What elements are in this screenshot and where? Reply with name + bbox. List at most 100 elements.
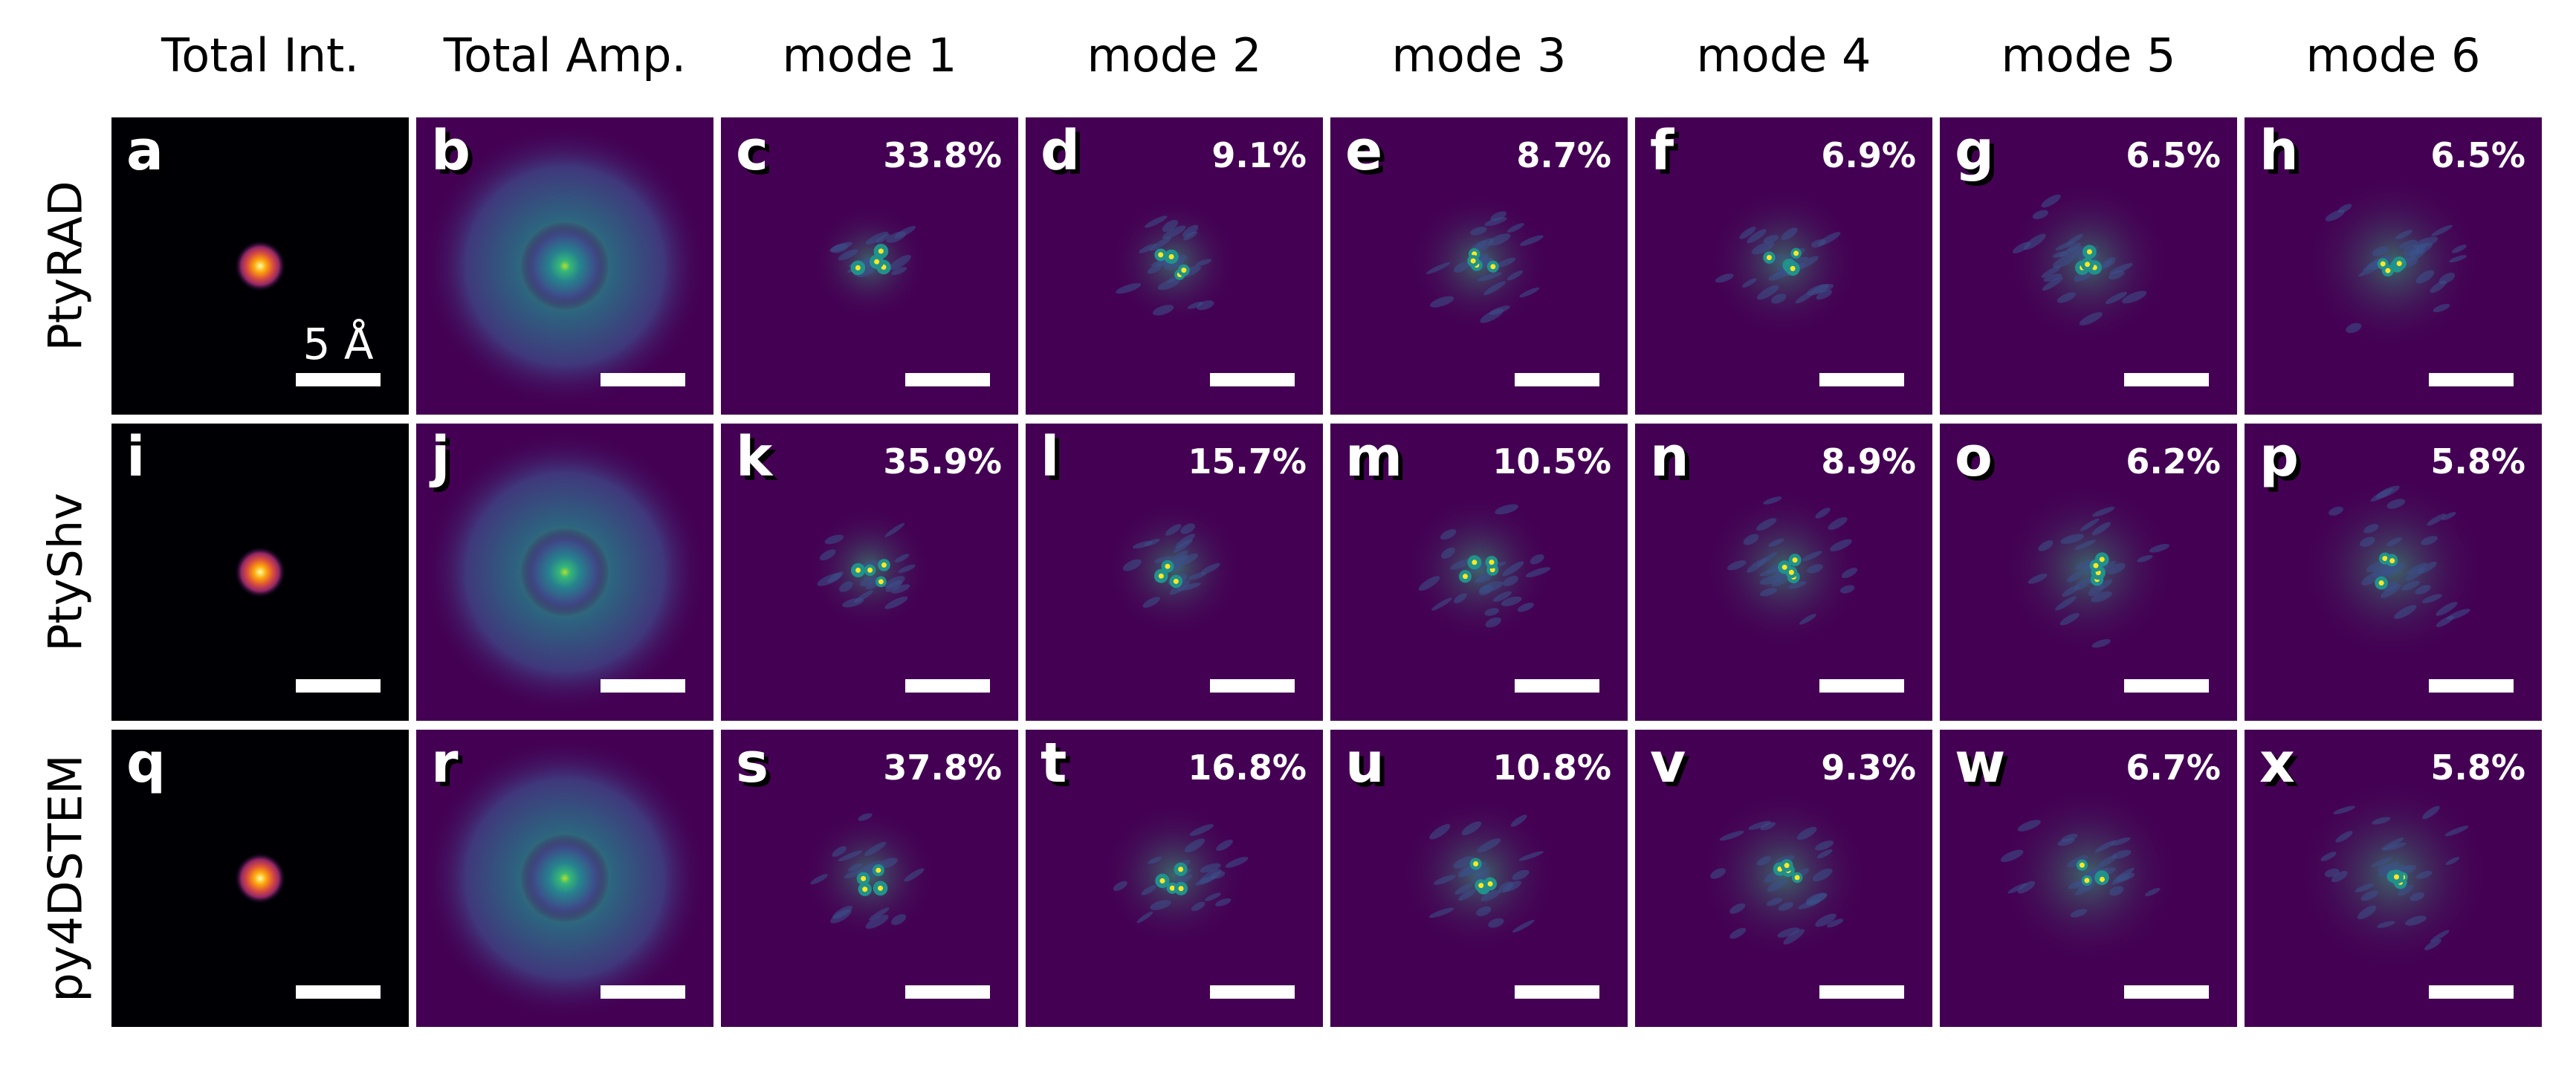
scale-bar <box>1515 679 1599 693</box>
fringe-pattern <box>2012 194 2147 325</box>
mode-weight-percent: 6.5% <box>2430 135 2525 175</box>
image-panel-mode: o 6.2% <box>1940 424 2237 721</box>
panel-letter: d <box>1041 119 1080 183</box>
scale-bar <box>2429 985 2514 999</box>
mode-weight-percent: 10.5% <box>1492 441 1611 482</box>
probe-spot <box>235 853 285 904</box>
probe-spot <box>520 834 609 923</box>
fringe-pattern <box>1428 814 1544 933</box>
column-header: mode 2 <box>1087 28 1262 82</box>
panel-letter: t <box>1041 731 1067 795</box>
image-panel-mode: x 5.8% <box>2245 730 2542 1027</box>
image-panel-mode: f 6.9% <box>1635 117 1932 415</box>
column-header: Total Amp. <box>443 28 687 82</box>
scale-bar <box>2124 373 2209 386</box>
probe-image <box>416 117 713 415</box>
probe-image <box>416 730 713 1027</box>
scale-bar <box>1210 679 1295 693</box>
column-header: mode 4 <box>1696 28 1871 82</box>
mode-weight-percent: 33.8% <box>883 135 1002 175</box>
probe-image <box>1026 424 1323 721</box>
column-header: mode 1 <box>782 28 957 82</box>
column-header: Total Int. <box>161 28 360 82</box>
mode-weight-percent: 6.7% <box>2126 748 2221 788</box>
panel-letter: h <box>2259 119 2299 183</box>
image-panel-intensity: a 5 Å <box>111 117 409 415</box>
image-panel-mode: d 9.1% <box>1026 117 1323 415</box>
panel-letter: f <box>1650 119 1674 183</box>
fringe-pattern <box>829 226 916 278</box>
scale-bar <box>1819 679 1904 693</box>
mode-weight-percent: 37.8% <box>883 748 1002 788</box>
scale-bar <box>1819 373 1904 386</box>
mode-weight-percent: 5.8% <box>2430 748 2525 788</box>
fringe-pattern <box>1418 504 1551 628</box>
image-panel-amplitude: b <box>416 117 713 415</box>
image-panel-mode: u 10.8% <box>1330 730 1628 1027</box>
fringe-pattern <box>2028 507 2169 648</box>
panel-letter: u <box>1345 731 1385 795</box>
mode-weight-percent: 15.7% <box>1188 441 1307 482</box>
column-header: mode 5 <box>2001 28 2176 82</box>
probe-image <box>111 424 409 721</box>
column-header: mode 6 <box>2305 28 2481 82</box>
row-label-text: PtyRAD <box>38 181 93 351</box>
probe-image <box>111 730 409 1027</box>
probe-spot <box>520 221 609 311</box>
probe-image <box>111 117 409 415</box>
scale-bar <box>296 679 381 693</box>
panel-letter: q <box>126 731 166 795</box>
image-panel-mode: t 16.8% <box>1026 730 1323 1027</box>
scale-bar <box>1210 373 1295 386</box>
fringe-pattern <box>1122 523 1220 608</box>
mode-weight-percent: 8.9% <box>1821 441 1916 482</box>
probe-spot <box>235 547 285 597</box>
probe-image <box>1330 730 1628 1027</box>
probe-image <box>1940 117 2237 415</box>
fringe-pattern <box>1116 215 1214 316</box>
panel-letter: g <box>1955 119 1994 183</box>
probe-image <box>1026 117 1323 415</box>
panel-letter: r <box>431 731 459 795</box>
probe-image <box>1635 424 1932 721</box>
scale-bar <box>1210 985 1295 999</box>
fringe-pattern <box>2320 805 2469 950</box>
scale-bar-label: 5 Å <box>302 319 374 369</box>
image-panel-mode: k 35.9% <box>721 424 1018 721</box>
mode-weight-percent: 16.8% <box>1188 748 1307 788</box>
panel-letter: c <box>736 119 768 183</box>
probe-image <box>721 730 1018 1027</box>
probe-image <box>416 424 713 721</box>
panel-letter: a <box>126 119 164 183</box>
image-panel-amplitude: r <box>416 730 713 1027</box>
panel-letter: m <box>1345 425 1403 489</box>
scale-bar <box>2124 679 2209 693</box>
scale-bar <box>1515 985 1599 999</box>
mode-halo <box>1103 803 1246 946</box>
mode-weight-percent: 35.9% <box>883 441 1002 482</box>
image-panel-mode: p 5.8% <box>2245 424 2542 721</box>
probe-image <box>1635 730 1932 1027</box>
image-panel-amplitude: j <box>416 424 713 721</box>
panel-letter: o <box>1955 425 1993 489</box>
image-panel-mode: l 15.7% <box>1026 424 1323 721</box>
scale-bar <box>1515 373 1599 386</box>
scale-bar <box>601 679 685 693</box>
probe-image <box>1330 424 1628 721</box>
panel-letter: e <box>1345 119 1383 183</box>
panel-letter: j <box>431 425 450 489</box>
fringe-pattern <box>2325 204 2467 334</box>
fringe-pattern <box>810 813 925 929</box>
fringe-pattern <box>2000 820 2161 918</box>
mode-weight-percent: 6.9% <box>1821 135 1916 175</box>
probe-image <box>721 424 1018 721</box>
panel-letter: p <box>2259 425 2299 489</box>
panel-letter: k <box>736 425 773 489</box>
scale-bar <box>905 679 990 693</box>
mode-weight-percent: 9.1% <box>1211 135 1307 175</box>
column-header: mode 3 <box>1391 28 1567 82</box>
probe-image <box>2245 117 2542 415</box>
probe-image <box>1635 117 1932 415</box>
scale-bar <box>1819 985 1904 999</box>
image-panel-mode: h 6.5% <box>2245 117 2542 415</box>
